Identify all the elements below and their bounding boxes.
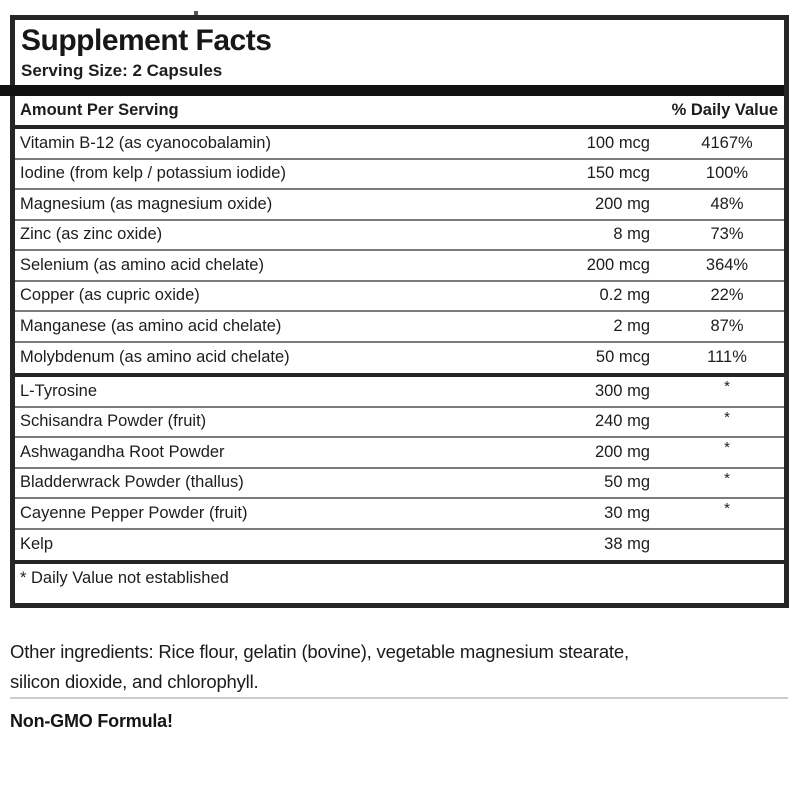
nutrient-name: Molybdenum (as amino acid chelate) — [20, 348, 290, 367]
nutrient-amount: 100 mcg — [586, 133, 650, 152]
nutrient-name: Selenium (as amino acid chelate) — [20, 255, 264, 274]
nutrient-amount: 50 mg — [604, 473, 650, 492]
nutrient-name: Bladderwrack Powder (thallus) — [20, 473, 244, 492]
panel-title: Supplement Facts — [21, 24, 272, 57]
nutrient-daily-value: 111% — [707, 348, 747, 367]
daily-value-header: % Daily Value — [671, 101, 778, 119]
nutrient-row: Magnesium (as magnesium oxide) 200 mg 48% — [15, 190, 784, 221]
nutrient-row: Copper (as cupric oxide) 0.2 mg 22% — [15, 282, 784, 312]
nutrient-amount: 38 mg — [604, 535, 650, 554]
nutrient-rows-container: Vitamin B-12 (as cyanocobalamin) 100 mcg 4… — [15, 129, 784, 560]
nutrient-name: Cayenne Pepper Powder (fruit) — [20, 503, 248, 522]
nutrient-name: Ashwagandha Root Powder — [20, 442, 225, 461]
nutrient-row: Molybdenum (as amino acid chelate) 50 mcg… — [15, 343, 784, 374]
nutrient-name: L-Tyrosine — [20, 381, 98, 400]
nutrient-row: Ashwagandha Root Powder 200 mg * — [15, 438, 784, 469]
nutrient-name: Kelp — [20, 535, 54, 554]
nutrient-name: Vitamin B-12 (as cyanocobalamin) — [20, 133, 271, 152]
nutrient-row: Vitamin B-12 (as cyanocobalamin) 100 mcg 4… — [15, 129, 784, 160]
light-horizontal-rule — [10, 697, 788, 699]
nutrient-name: Iodine (from kelp / potassium iodide) — [20, 164, 286, 183]
daily-value-footnote: * Daily Value not established — [15, 560, 784, 593]
nutrient-daily-value: * — [724, 408, 730, 426]
supplement-facts-panel: Supplement Facts Serving Size: 2 Capsule… — [0, 15, 789, 608]
nutrient-amount: 150 mcg — [586, 164, 650, 183]
nutrient-daily-value: * — [724, 378, 730, 395]
nutrient-row: Selenium (as amino acid chelate) 200 mcg 3… — [15, 251, 784, 282]
non-gmo-formula-text: Non-GMO Formula! — [10, 711, 173, 731]
nutrient-name: Schisandra Powder (fruit) — [20, 412, 207, 431]
nutrient-section-2: L-Tyrosine 300 mg * Schisandra Powder (frui… — [15, 373, 784, 560]
nutrient-amount: 300 mg — [594, 381, 650, 400]
nutrient-daily-value: 364% — [705, 255, 749, 274]
column-header-row: Amount Per Serving % Daily Value — [15, 96, 784, 129]
nutrient-row: Zinc (as zinc oxide) 8 mg 73% — [15, 221, 784, 251]
nutrient-daily-value: 48% — [710, 194, 744, 213]
nutrient-amount: 0.2 mg — [599, 286, 650, 305]
nutrient-row: Manganese (as amino acid chelate) 2 mg 87% — [15, 312, 784, 343]
nutrient-daily-value: 87% — [710, 316, 744, 335]
nutrient-name: Manganese (as amino acid chelate) — [20, 316, 282, 335]
nutrient-row: Bladderwrack Powder (thallus) 50 mg * — [15, 469, 784, 499]
nutrient-name: Magnesium (as magnesium oxide) — [20, 194, 273, 213]
amount-per-serving-header: Amount Per Serving — [20, 101, 179, 119]
nutrient-row: Kelp 38 mg — [15, 530, 784, 561]
nutrient-amount: 8 mg — [613, 225, 650, 244]
nutrient-daily-value: 73% — [710, 225, 744, 244]
nutrient-row: Schisandra Powder (fruit) 240 mg * — [15, 408, 784, 438]
speck-artifact — [194, 11, 198, 15]
nutrient-amount: 200 mcg — [586, 255, 650, 274]
nutrient-row: L-Tyrosine 300 mg * — [15, 377, 784, 408]
nutrient-amount: 200 mg — [594, 194, 650, 213]
nutrient-row: Cayenne Pepper Powder (fruit) 30 mg * — [15, 499, 784, 530]
nutrient-name: Zinc (as zinc oxide) — [20, 225, 163, 244]
nutrient-name: Copper (as cupric oxide) — [20, 286, 200, 305]
serving-size-label: Serving Size: 2 Capsules — [21, 61, 223, 80]
nutrient-section-1: Vitamin B-12 (as cyanocobalamin) 100 mcg 4… — [15, 129, 784, 373]
nutrient-amount: 2 mg — [613, 316, 650, 335]
nutrient-daily-value: * — [724, 469, 730, 487]
nutrient-daily-value: * — [724, 500, 730, 517]
thick-divider-bar — [0, 85, 784, 96]
nutrient-daily-value: 100% — [705, 164, 749, 183]
nutrient-amount: 30 mg — [604, 503, 650, 522]
nutrient-daily-value: * — [724, 439, 730, 456]
nutrient-row: Iodine (from kelp / potassium iodide) 150… — [15, 160, 784, 190]
nutrient-daily-value: 22% — [710, 286, 744, 305]
nutrient-amount: 200 mg — [594, 442, 650, 461]
nutrient-amount: 50 mcg — [595, 348, 650, 367]
nutrient-daily-value: 4167% — [701, 133, 753, 152]
nutrient-amount: 240 mg — [594, 412, 650, 431]
other-ingredients-text: Other ingredients: Rice flour, gelatin (… — [10, 641, 629, 692]
